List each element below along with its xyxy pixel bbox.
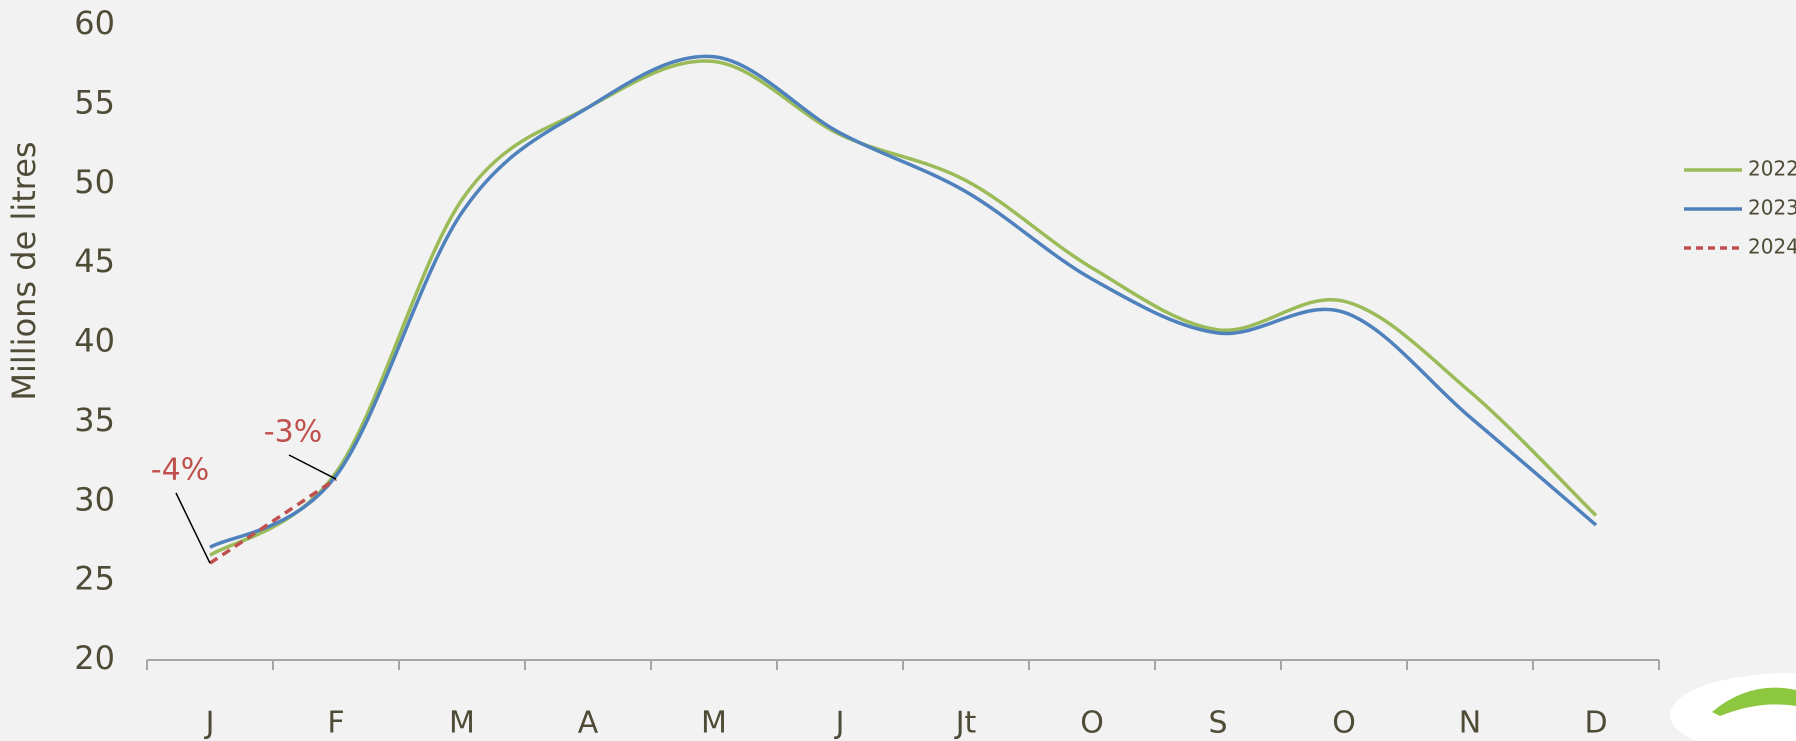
- x-tick-label: S: [1208, 706, 1227, 741]
- y-tick-label: 25: [74, 560, 115, 598]
- series-line: [209, 54, 1598, 549]
- y-tick-label: 40: [74, 322, 115, 360]
- x-tick-label: M: [449, 706, 475, 741]
- x-tick-label: O: [1080, 706, 1104, 741]
- logo-mark: [1712, 687, 1796, 716]
- annotation-leader: [288, 454, 337, 480]
- y-tick-label: 20: [74, 639, 115, 677]
- x-tick-label: D: [1584, 706, 1607, 741]
- y-tick-label: 45: [74, 242, 115, 280]
- series-line: [209, 477, 337, 565]
- x-tick-label: Jt: [954, 706, 977, 741]
- x-tick-label: O: [1332, 706, 1356, 741]
- legend-label: 2022: [1748, 157, 1796, 181]
- y-tick-label: 55: [74, 83, 115, 121]
- y-axis-label: Millions de litres: [5, 141, 43, 400]
- x-tick-label: J: [204, 706, 215, 741]
- x-tick-label: N: [1459, 706, 1481, 741]
- x-tick-label: A: [578, 706, 599, 741]
- x-tick-label: J: [834, 706, 845, 741]
- annotation: -4%: [151, 453, 209, 488]
- series-line: [209, 59, 1598, 557]
- legend-label: 2023: [1748, 196, 1796, 220]
- y-tick-label: 30: [74, 480, 115, 518]
- y-tick-label: 60: [74, 4, 115, 42]
- legend-label: 2024: [1748, 235, 1796, 259]
- x-tick-label: M: [701, 706, 727, 741]
- x-tick-label: F: [327, 706, 344, 741]
- annotation-leader: [175, 492, 211, 564]
- annotation: -3%: [264, 415, 322, 450]
- y-tick-label: 35: [74, 401, 115, 439]
- y-tick-label: 50: [74, 163, 115, 201]
